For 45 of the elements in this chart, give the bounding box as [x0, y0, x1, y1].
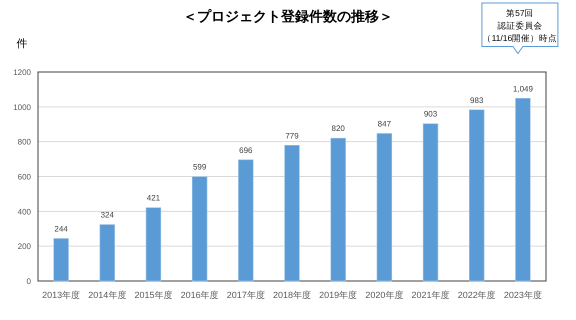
- y-axis-title: 件: [16, 38, 28, 50]
- data-label: 324: [100, 210, 114, 220]
- text: 認証委員会: [497, 20, 542, 30]
- bar: [469, 109, 484, 282]
- y-tick-label: 400: [18, 207, 32, 216]
- bar: [100, 224, 115, 282]
- data-label: 244: [54, 224, 68, 234]
- data-label: 779: [285, 131, 300, 140]
- x-tick-label: 2015年度: [134, 290, 172, 300]
- y-tick-label: 800: [18, 138, 32, 147]
- chart-title: ＜プロジェクト登録件数の推移＞: [183, 8, 393, 24]
- x-tick-label: 2022年度: [458, 290, 496, 300]
- bar: [330, 138, 346, 282]
- data-label: 599: [192, 162, 207, 172]
- bar: [53, 238, 69, 282]
- data-label: 903: [424, 110, 438, 119]
- bar: [284, 145, 300, 282]
- y-tick-label: 200: [18, 242, 32, 252]
- y-tick-label: 1000: [13, 102, 32, 112]
- bar: [192, 176, 208, 282]
- y-tick-label: 600: [18, 172, 32, 182]
- data-label: 820: [332, 124, 346, 134]
- bar: [515, 98, 531, 282]
- bar: [146, 207, 162, 282]
- data-label: 421: [146, 194, 161, 203]
- x-tick-label: 2016年度: [180, 290, 219, 300]
- text: 第57回: [506, 8, 534, 18]
- x-tick-label: 2017年度: [226, 290, 265, 300]
- data-label: 847: [378, 119, 392, 128]
- x-tick-label: 2021年度: [412, 290, 450, 300]
- y-tick-label: 0: [26, 277, 32, 286]
- text: （11/16開催）時点: [482, 33, 558, 43]
- data-label: 1,049: [512, 84, 534, 94]
- bar: [422, 123, 438, 282]
- bar: [238, 159, 254, 282]
- bar: [376, 133, 392, 282]
- data-label: 696: [239, 146, 254, 155]
- x-tick-label: 2013年度: [42, 290, 80, 300]
- data-label: 983: [470, 96, 484, 105]
- x-tick-label: 2023年度: [504, 290, 542, 300]
- x-tick-label: 2014年度: [88, 290, 126, 300]
- y-tick-label: 1200: [13, 68, 32, 77]
- x-tick-label: 2019年度: [319, 290, 358, 300]
- x-tick-label: 2018年度: [272, 290, 312, 300]
- x-tick-label: 2020年度: [365, 290, 404, 300]
